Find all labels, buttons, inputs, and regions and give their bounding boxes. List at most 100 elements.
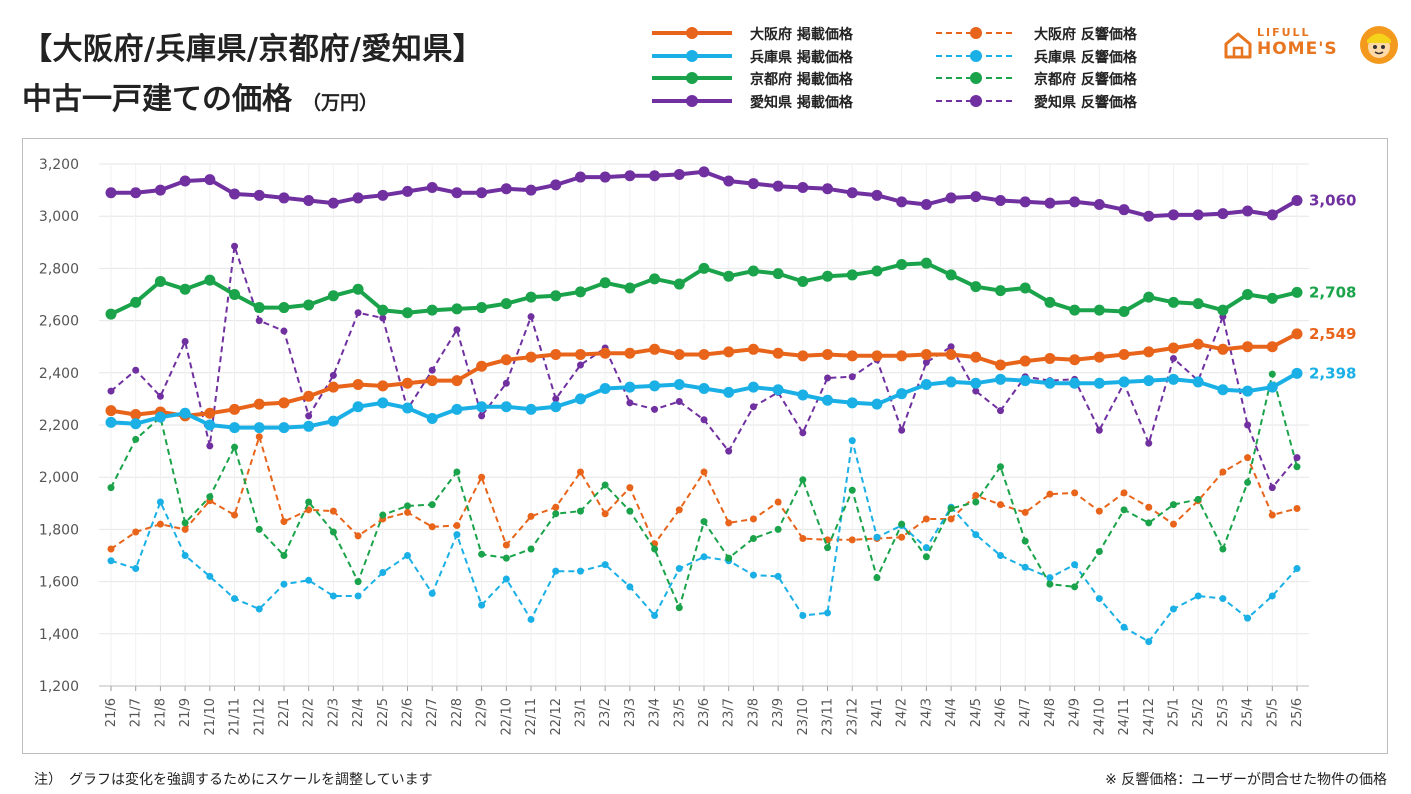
data-point xyxy=(824,609,832,617)
data-point xyxy=(352,283,364,295)
data-point xyxy=(453,521,461,529)
x-tick-label: 23/6 xyxy=(697,698,712,727)
data-point xyxy=(1118,349,1130,361)
data-point xyxy=(576,361,584,369)
data-point xyxy=(305,412,313,420)
data-point xyxy=(179,175,191,187)
data-point xyxy=(997,407,1004,415)
x-tick-label: 22/7 xyxy=(425,698,440,727)
data-point xyxy=(822,394,834,406)
data-point xyxy=(402,185,413,197)
data-point xyxy=(947,515,955,523)
data-point xyxy=(920,379,932,391)
x-tick-label: 25/6 xyxy=(1290,698,1305,727)
data-point xyxy=(1268,370,1276,378)
data-point xyxy=(1242,385,1254,397)
data-point xyxy=(1291,195,1303,207)
data-point xyxy=(502,575,510,583)
data-point xyxy=(649,273,661,285)
data-point xyxy=(1244,614,1252,622)
data-point xyxy=(229,188,241,200)
data-point xyxy=(1118,376,1130,388)
data-point xyxy=(206,572,214,580)
data-point xyxy=(354,532,362,540)
data-point xyxy=(550,401,562,413)
data-point xyxy=(772,180,784,192)
data-point xyxy=(451,403,463,415)
data-point xyxy=(426,375,438,387)
data-point xyxy=(231,242,239,250)
data-point xyxy=(303,390,315,402)
data-point xyxy=(898,533,906,541)
data-point xyxy=(1143,210,1155,222)
data-point xyxy=(156,520,164,528)
x-tick-label: 21/11 xyxy=(228,698,243,735)
data-point xyxy=(871,350,883,362)
data-point xyxy=(1244,478,1252,486)
data-point xyxy=(1071,583,1079,591)
data-point xyxy=(525,403,537,415)
data-point xyxy=(1069,196,1081,208)
data-point xyxy=(922,515,930,523)
data-point xyxy=(1019,355,1031,367)
legend-swatch xyxy=(652,27,732,39)
data-point xyxy=(428,523,436,531)
data-point xyxy=(154,184,166,196)
data-point xyxy=(329,592,337,600)
data-point xyxy=(822,349,834,361)
data-point xyxy=(920,349,932,361)
x-tick-label: 25/3 xyxy=(1216,698,1231,727)
data-point xyxy=(1095,507,1103,515)
data-point xyxy=(500,183,512,195)
x-tick-label: 23/10 xyxy=(796,698,811,735)
data-point xyxy=(1044,197,1056,209)
data-point xyxy=(1143,346,1155,358)
data-point xyxy=(1143,291,1155,303)
data-point xyxy=(1219,595,1227,603)
data-point xyxy=(132,528,140,536)
data-point xyxy=(1145,519,1153,527)
data-point xyxy=(675,506,683,514)
x-tick-label: 24/2 xyxy=(895,698,910,727)
data-point xyxy=(576,468,584,476)
legend-label: 京都府 反響価格 xyxy=(1034,72,1137,88)
data-point xyxy=(997,552,1004,559)
data-point xyxy=(156,498,164,506)
data-point xyxy=(327,415,339,427)
data-point xyxy=(550,349,562,361)
data-point xyxy=(478,550,486,558)
house-icon xyxy=(1224,32,1252,59)
data-point xyxy=(799,535,807,543)
data-point xyxy=(747,343,759,355)
data-point xyxy=(476,302,488,314)
data-point xyxy=(305,576,313,584)
y-tick-label: 2,800 xyxy=(39,261,79,277)
data-point xyxy=(649,343,661,355)
data-point xyxy=(1143,375,1155,387)
x-tick-label: 22/12 xyxy=(549,698,564,735)
data-point xyxy=(527,512,535,520)
data-point xyxy=(848,373,856,381)
data-point xyxy=(1217,304,1229,316)
end-value-label: 2,398 xyxy=(1309,364,1356,382)
data-point xyxy=(527,545,535,553)
data-point xyxy=(1268,484,1276,492)
mascot-icon xyxy=(1360,26,1398,64)
data-point xyxy=(1120,506,1128,514)
data-point xyxy=(352,192,364,204)
data-point xyxy=(453,326,461,334)
data-point xyxy=(970,351,982,363)
data-point xyxy=(700,468,708,476)
data-point xyxy=(747,178,759,190)
data-point xyxy=(922,553,930,561)
data-point xyxy=(278,302,290,314)
data-point xyxy=(896,258,908,270)
data-point xyxy=(204,274,216,286)
data-point xyxy=(945,349,957,361)
data-point xyxy=(700,416,708,424)
data-point xyxy=(377,397,389,409)
data-point xyxy=(824,374,832,382)
y-tick-label: 1,400 xyxy=(39,627,79,643)
data-point xyxy=(329,528,337,536)
end-value-label: 2,549 xyxy=(1309,325,1356,343)
